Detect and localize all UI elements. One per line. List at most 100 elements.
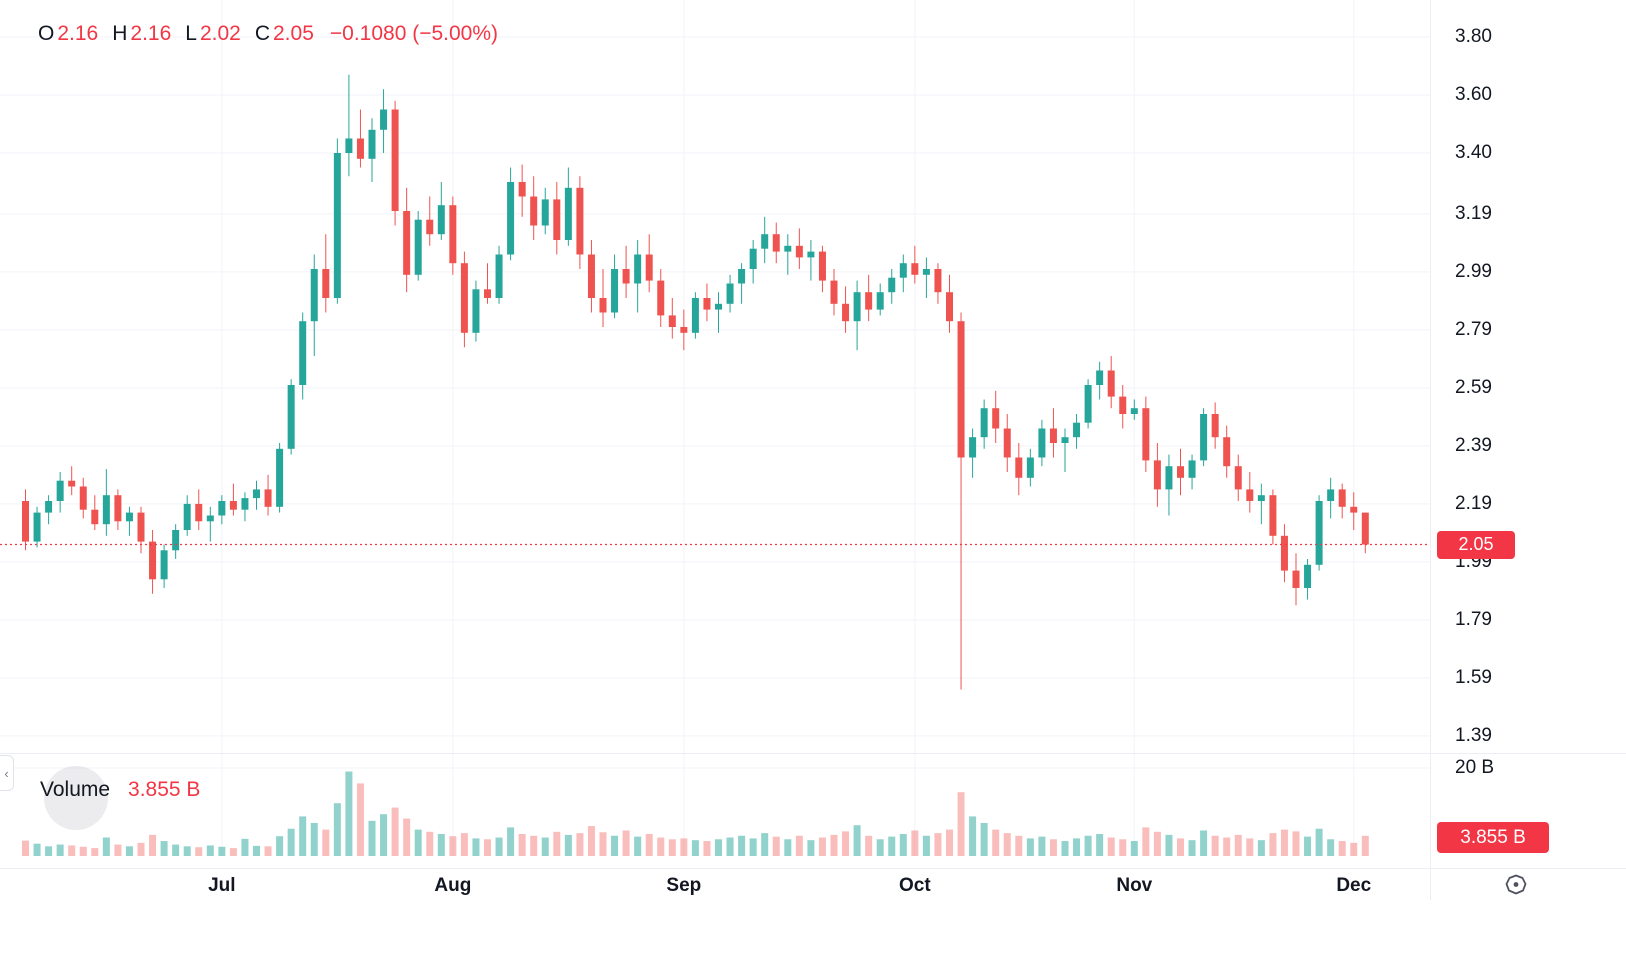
settings-button[interactable] — [1502, 871, 1530, 899]
candle — [1292, 570, 1300, 588]
volume-bar — [1350, 842, 1358, 856]
month-label[interactable]: Sep — [666, 875, 702, 896]
volume-bar — [818, 837, 826, 856]
volume-bar — [1315, 828, 1323, 856]
candle — [1304, 564, 1312, 588]
candle — [1038, 428, 1046, 458]
volume-bar — [553, 831, 561, 856]
candle — [368, 129, 376, 159]
candle — [1269, 495, 1277, 536]
volume-bar — [79, 846, 87, 856]
volume-bar — [1338, 841, 1346, 856]
volume-bar — [299, 816, 307, 856]
price-tick-label: 1.79 — [1455, 608, 1492, 630]
volume-bar — [853, 825, 861, 856]
volume-bar — [1292, 831, 1300, 856]
volume-bar — [1234, 834, 1242, 856]
candle — [992, 408, 1000, 429]
price-axis-divider — [1430, 0, 1431, 900]
candle — [969, 437, 977, 458]
volume-bar — [195, 847, 203, 856]
candle — [426, 219, 434, 235]
volume-bar — [1188, 840, 1196, 856]
volume-bar — [1096, 834, 1104, 856]
price-axis[interactable]: 3.80 3.60 3.40 3.19 2.99 2.79 2.59 2.39 2.19 1.99… — [1430, 0, 1626, 868]
candle — [137, 512, 145, 542]
volume-bar — [576, 833, 584, 856]
candle — [587, 254, 595, 298]
volume-bar — [680, 838, 688, 856]
volume-bar — [484, 839, 491, 856]
volume-bar — [1130, 841, 1138, 856]
candle — [1361, 512, 1369, 545]
volume-bar — [380, 814, 388, 856]
volume-bar — [183, 846, 191, 856]
candle — [576, 187, 584, 255]
price-tick-label: 1.59 — [1455, 666, 1492, 688]
close-value: 2.05 — [273, 22, 314, 45]
candle — [1177, 466, 1184, 478]
volume-bar — [333, 803, 341, 856]
candle — [241, 498, 249, 510]
volume-bar — [1073, 838, 1081, 856]
volume-bar — [726, 837, 734, 856]
volume-bar — [253, 845, 260, 856]
candle — [611, 269, 619, 313]
price-tick-label: 1.39 — [1455, 724, 1492, 746]
volume-bar — [322, 829, 330, 856]
candle — [195, 503, 203, 522]
pane-divider[interactable] — [0, 753, 1626, 754]
volume-bar — [749, 838, 757, 856]
candle — [1257, 495, 1265, 501]
month-label[interactable]: Dec — [1336, 875, 1372, 896]
volume-bar — [437, 834, 445, 856]
candle — [1188, 460, 1196, 478]
candle — [1280, 535, 1288, 571]
month-label[interactable]: Oct — [899, 875, 931, 896]
volume-bar — [114, 844, 122, 856]
volume-bar — [368, 820, 376, 856]
volume-bar — [934, 833, 942, 856]
volume-bar — [611, 835, 619, 856]
price-tick-label: 2.19 — [1455, 492, 1492, 514]
candle — [1061, 437, 1069, 443]
volume-bar — [1107, 837, 1115, 856]
candle — [91, 509, 99, 525]
candle — [472, 289, 480, 333]
chevron-left-icon: ‹ — [4, 765, 9, 781]
volume-bar — [645, 834, 653, 856]
volume-bar — [599, 832, 607, 856]
volume-bar — [391, 807, 399, 856]
month-label[interactable]: Jul — [208, 875, 236, 896]
candle — [183, 503, 191, 530]
collapse-pane-button[interactable]: ‹ — [0, 755, 14, 791]
time-axis[interactable]: Jul Aug Sep Oct Nov Dec — [0, 869, 1430, 909]
volume-bar — [992, 829, 1000, 856]
candle — [1084, 385, 1092, 423]
candle — [356, 138, 364, 159]
volume-bar — [899, 834, 907, 856]
candle — [1015, 457, 1023, 478]
volume-bar — [807, 840, 815, 856]
price-tick-label: 3.19 — [1455, 202, 1492, 224]
price-tick-label: 3.40 — [1455, 142, 1492, 163]
volume-bar — [495, 837, 503, 856]
open-label: O — [38, 22, 55, 45]
volume-bar — [414, 829, 422, 856]
volume-bar — [657, 837, 665, 856]
month-label[interactable]: Aug — [434, 875, 472, 896]
volume-bar — [1003, 833, 1011, 856]
candle — [333, 153, 341, 298]
price-tick-label: 3.80 — [1455, 26, 1492, 47]
volume-bar — [957, 792, 965, 856]
high-label: H — [112, 22, 128, 45]
volume-bar — [622, 830, 630, 856]
volume-bar — [1015, 835, 1023, 856]
volume-bar — [1200, 830, 1208, 856]
month-label[interactable]: Nov — [1116, 875, 1153, 896]
volume-bar — [587, 826, 595, 856]
candle — [680, 327, 688, 333]
candle — [114, 495, 122, 522]
